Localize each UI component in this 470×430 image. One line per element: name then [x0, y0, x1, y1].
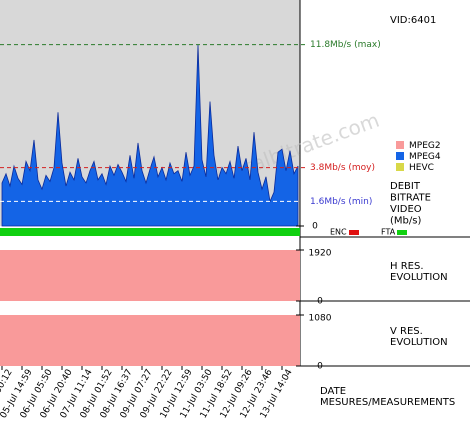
y-tick-label: 0	[317, 297, 323, 307]
legend-swatch	[396, 141, 404, 149]
resolution-bar	[0, 250, 300, 301]
legend-label: MPEG4	[409, 152, 441, 162]
x-title: DATE	[320, 386, 346, 397]
axis-title: VIDEO	[390, 204, 422, 215]
axis-title: (Mb/s)	[390, 216, 421, 227]
access-legend-swatch	[397, 230, 407, 235]
legend-swatch	[396, 152, 404, 160]
y-tick-label: 0	[317, 362, 323, 372]
access-legend-label: ENC	[330, 228, 347, 237]
x-title: MESURES/MEASUREMENTS	[320, 397, 455, 408]
y-tick-label: 1920	[309, 249, 332, 259]
y-tick-label: 0	[312, 222, 318, 232]
access-band	[0, 228, 300, 236]
access-legend-label: FTA	[381, 228, 396, 237]
panel-title: H RES.	[390, 261, 424, 272]
resolution-bar	[0, 315, 300, 366]
panel-title: V RES.	[390, 326, 423, 337]
axis-title: DEBIT	[390, 181, 421, 192]
axis-title: BITRATE	[390, 193, 431, 204]
legend-label: MPEG2	[409, 141, 441, 151]
panel-title: EVOLUTION	[390, 337, 448, 348]
ref-label: 1.6Mb/s (min)	[310, 197, 372, 207]
y-tick-label: 1080	[309, 314, 332, 324]
access-legend-swatch	[349, 230, 359, 235]
legend-swatch	[396, 163, 404, 171]
id-label: VID:6401	[390, 15, 436, 26]
ref-label: 11.8Mb/s (max)	[310, 40, 381, 50]
legend-label: HEVC	[409, 163, 434, 173]
area	[1, 44, 299, 227]
panel-title: EVOLUTION	[390, 272, 448, 283]
ref-label: 3.8Mb/s (moy)	[310, 163, 375, 173]
